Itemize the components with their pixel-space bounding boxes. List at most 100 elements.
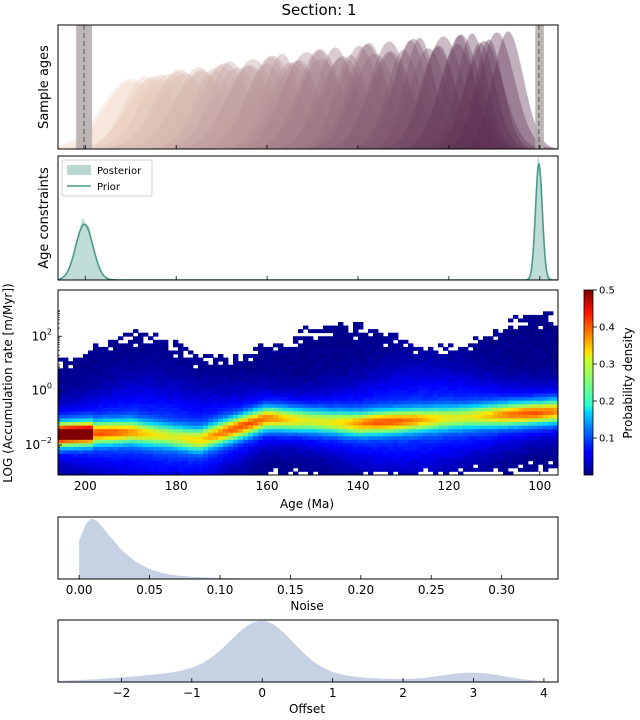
heatmap-cell — [538, 446, 544, 451]
heatmap-cell — [218, 393, 224, 398]
heatmap-cell — [148, 354, 154, 358]
sample-age-curve — [345, 40, 476, 149]
heatmap-cell — [228, 386, 234, 391]
heatmap-cell — [173, 343, 179, 348]
heatmap-cell — [238, 371, 244, 376]
heatmap-cell — [508, 450, 514, 455]
heatmap-cell — [118, 361, 124, 366]
heatmap-cell — [383, 442, 389, 447]
heatmap-cell — [378, 332, 384, 337]
heatmap-cell — [253, 414, 259, 419]
heatmap-cell — [123, 464, 129, 469]
heatmap-xticks: 200 180 160 140 120 100 — [74, 471, 551, 493]
heatmap-cell — [393, 357, 399, 362]
heatmap-cell — [393, 361, 399, 366]
offset-tick-label: 3 — [470, 686, 478, 700]
heatmap-cell — [113, 368, 119, 373]
heatmap-cell — [153, 332, 159, 337]
heatmap-cell — [433, 446, 439, 451]
heatmap-cell — [333, 386, 339, 391]
heatmap-cell — [348, 361, 354, 366]
heatmap-cell — [293, 400, 299, 405]
heatmap-cell — [213, 446, 219, 451]
heatmap-cell — [153, 425, 159, 430]
heatmap-cell — [353, 368, 359, 373]
heatmap-cell — [433, 432, 439, 437]
heatmap-cell — [173, 421, 179, 426]
heatmap-cell — [118, 453, 124, 458]
heatmap-cell — [123, 371, 129, 376]
heatmap-cell — [308, 389, 314, 394]
heatmap-cell — [128, 403, 134, 408]
heatmap-cell — [213, 400, 219, 405]
heatmap-cell — [358, 403, 364, 408]
heatmap-cell — [353, 343, 359, 348]
heatmap-cell — [213, 410, 219, 415]
heatmap-cell — [173, 414, 179, 419]
heatmap-cell — [398, 460, 404, 465]
heatmap-cell — [538, 364, 544, 369]
heatmap-cell — [143, 471, 149, 475]
heatmap-cell — [243, 357, 249, 362]
heatmap-cell — [223, 428, 229, 433]
heatmap-cell — [223, 464, 229, 469]
heatmap-cell — [323, 350, 329, 355]
heatmap-cell — [553, 346, 558, 351]
heatmap-cell — [483, 467, 489, 472]
sample-age-curve — [231, 48, 409, 149]
heatmap-cell — [158, 421, 164, 426]
heatmap-cell — [258, 357, 264, 362]
heatmap-cell — [133, 467, 139, 472]
heatmap-cell — [498, 393, 504, 398]
heatmap-cell — [78, 368, 84, 373]
heatmap-cell — [333, 393, 339, 398]
heatmap-cell — [293, 439, 299, 444]
heatmap-cell — [538, 354, 544, 358]
heatmap-cell — [243, 410, 249, 415]
heatmap-cell — [173, 403, 179, 408]
heatmap-cell — [123, 375, 129, 380]
heatmap-cell — [258, 346, 264, 351]
heatmap-cell — [68, 403, 74, 408]
heatmap-cell — [283, 421, 289, 426]
heatmap-cell — [388, 332, 394, 337]
heatmap-cell — [238, 460, 244, 465]
colorbar-ticks: 0.10.20.30.40.5 — [593, 286, 615, 445]
heatmap-cell — [273, 407, 279, 412]
heatmap-cell — [348, 453, 354, 458]
heatmap-cell — [378, 346, 384, 351]
heatmap-cell — [318, 339, 324, 344]
heatmap-cell — [68, 435, 74, 440]
heatmap-cell — [393, 453, 399, 458]
heatmap-cell — [293, 460, 299, 465]
heatmap-cell — [358, 418, 364, 423]
heatmap-cell — [283, 371, 289, 376]
heatmap-cell — [268, 460, 274, 465]
heatmap-cell — [458, 418, 464, 423]
heatmap-cell — [318, 460, 324, 465]
heatmap-cell — [248, 464, 254, 469]
heatmap-cell — [298, 371, 304, 376]
heatmap-cell — [378, 378, 384, 383]
heatmap-cell — [288, 425, 294, 430]
heatmap-cell — [448, 389, 454, 394]
heatmap-cell — [503, 378, 509, 383]
heatmap-cell — [283, 453, 289, 458]
heatmap-cell — [338, 325, 344, 330]
heatmap-cell — [73, 471, 79, 475]
heatmap-cell — [103, 467, 109, 472]
heatmap-cell — [448, 421, 454, 426]
heatmap-cell — [513, 386, 519, 391]
heatmap-cell — [553, 442, 558, 447]
heatmap-cell — [208, 442, 214, 447]
heatmap-cell — [243, 425, 249, 430]
heatmap-cell — [403, 346, 409, 351]
heatmap-cell — [543, 418, 549, 423]
heatmap-cell — [163, 386, 169, 391]
heatmap-cell — [118, 368, 124, 373]
heatmap-cell — [173, 464, 179, 469]
heatmap-cell — [343, 375, 349, 380]
heatmap-cell — [403, 386, 409, 391]
heatmap-cell — [513, 350, 519, 355]
